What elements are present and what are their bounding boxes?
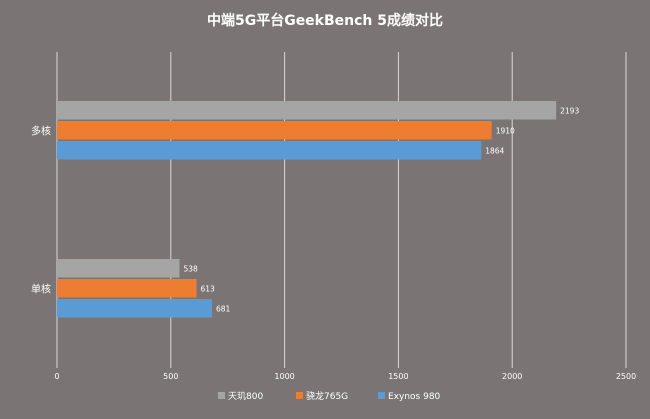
data-label: 2193 <box>560 106 579 115</box>
data-label: 538 <box>183 264 198 273</box>
x-tick-label: 2500 <box>616 372 636 381</box>
bar <box>57 141 482 160</box>
bar <box>57 121 492 140</box>
data-labels: 2193 1910 1864 538 613 681 <box>183 106 579 313</box>
legend: 天玑800 骁龙765G Exynos 980 <box>218 390 441 402</box>
gridlines <box>56 52 627 368</box>
bars <box>57 101 557 318</box>
x-axis-ticks: 0 500 1000 1500 2000 2500 <box>54 372 636 381</box>
legend-label: Exynos 980 <box>388 392 441 402</box>
legend-label: 天玑800 <box>228 391 263 402</box>
bar <box>57 259 180 278</box>
legend-swatch <box>296 392 303 399</box>
x-tick-label: 1000 <box>274 372 294 381</box>
chart-title: 中端5G平台GeekBench 5成绩对比 <box>207 12 443 29</box>
x-tick-label: 1500 <box>388 372 408 381</box>
legend-swatch <box>378 392 385 399</box>
legend-label: 骁龙765G <box>306 390 348 402</box>
category-label: 单核 <box>31 282 51 295</box>
category-label: 多核 <box>31 124 51 137</box>
data-label: 613 <box>201 284 216 293</box>
x-tick-label: 0 <box>54 372 59 381</box>
x-tick-label: 500 <box>163 372 178 381</box>
data-label: 1910 <box>496 126 515 135</box>
data-label: 681 <box>216 304 231 313</box>
data-label: 1864 <box>485 146 504 155</box>
legend-swatch <box>218 392 225 399</box>
bar <box>57 101 557 120</box>
bar <box>57 279 197 298</box>
bar <box>57 299 212 318</box>
x-tick-label: 2000 <box>502 372 522 381</box>
